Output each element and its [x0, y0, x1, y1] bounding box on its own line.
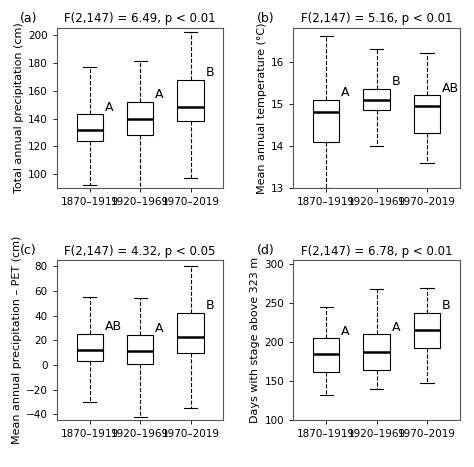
PathPatch shape: [313, 99, 339, 142]
Y-axis label: Total annual precipitation (cm): Total annual precipitation (cm): [14, 23, 24, 193]
Y-axis label: Days with stage above 323 m: Days with stage above 323 m: [250, 257, 260, 423]
PathPatch shape: [127, 102, 153, 135]
Text: B: B: [442, 299, 451, 312]
Title: F(2,147) = 4.32, p < 0.05: F(2,147) = 4.32, p < 0.05: [64, 245, 216, 258]
PathPatch shape: [177, 79, 204, 121]
PathPatch shape: [414, 312, 440, 348]
PathPatch shape: [77, 114, 103, 141]
Text: AB: AB: [105, 320, 122, 333]
Text: A: A: [392, 321, 400, 333]
PathPatch shape: [127, 335, 153, 364]
Y-axis label: Mean annual temperature (°C): Mean annual temperature (°C): [257, 22, 267, 194]
Text: A: A: [155, 321, 164, 334]
Text: A: A: [105, 100, 113, 113]
Text: A: A: [341, 325, 350, 338]
Text: B: B: [206, 66, 214, 79]
Text: (a): (a): [20, 12, 38, 25]
PathPatch shape: [177, 313, 204, 353]
Text: B: B: [392, 75, 401, 88]
Y-axis label: Mean annual precipitation – PET (cm): Mean annual precipitation – PET (cm): [12, 236, 22, 445]
PathPatch shape: [414, 95, 440, 134]
PathPatch shape: [364, 89, 390, 110]
PathPatch shape: [364, 334, 390, 369]
Text: (d): (d): [256, 244, 274, 257]
Title: F(2,147) = 5.16, p < 0.01: F(2,147) = 5.16, p < 0.01: [301, 13, 452, 26]
Text: (b): (b): [256, 12, 274, 25]
Text: (c): (c): [20, 244, 37, 257]
PathPatch shape: [313, 338, 339, 372]
Text: AB: AB: [442, 82, 459, 95]
Text: A: A: [341, 86, 350, 99]
Text: A: A: [155, 88, 164, 101]
Title: F(2,147) = 6.78, p < 0.01: F(2,147) = 6.78, p < 0.01: [301, 245, 452, 258]
Title: F(2,147) = 6.49, p < 0.01: F(2,147) = 6.49, p < 0.01: [64, 13, 216, 26]
Text: B: B: [206, 299, 214, 312]
PathPatch shape: [77, 334, 103, 361]
